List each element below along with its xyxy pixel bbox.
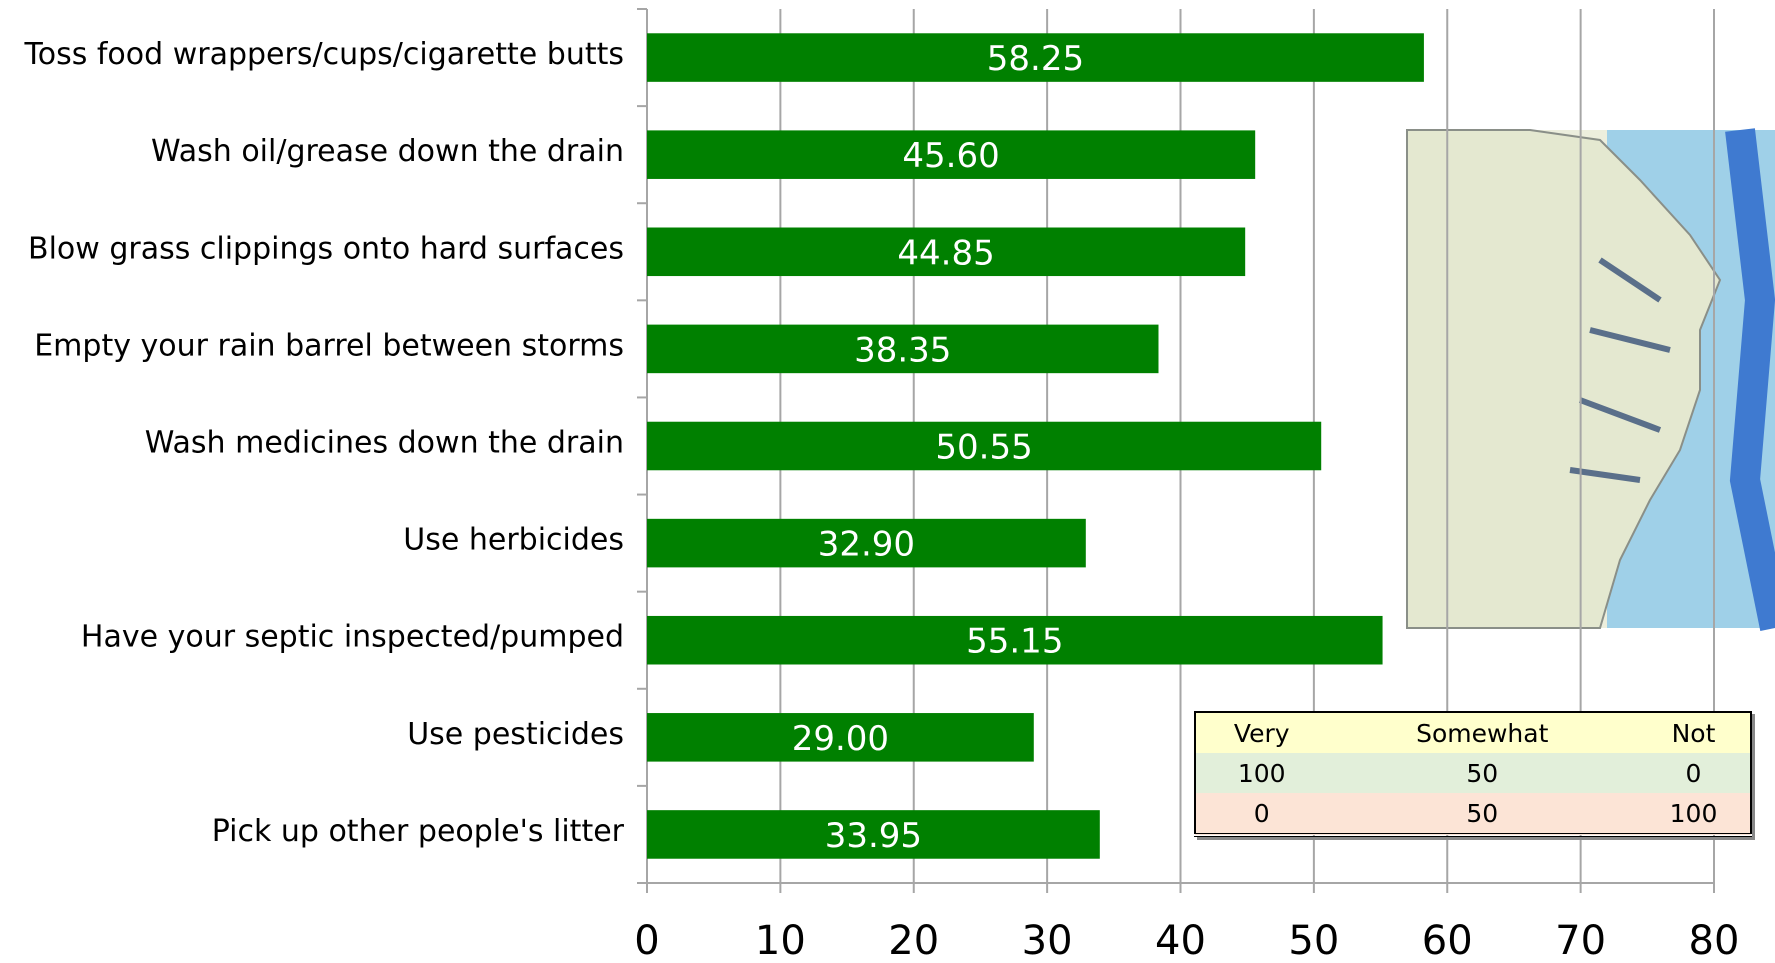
category-label: Pick up other people's litter: [212, 814, 625, 849]
value-label: 50.55: [935, 428, 1032, 468]
table-cell: 0: [1195, 793, 1327, 835]
x-tick-label: 30: [1022, 918, 1073, 963]
x-tick-label: 70: [1555, 918, 1606, 963]
header-cell: Very: [1195, 712, 1327, 753]
x-tick-label: 60: [1422, 918, 1473, 963]
table-header: Very Somewhat Not: [1195, 712, 1751, 753]
value-label: 38.35: [854, 330, 951, 370]
category-label: Blow grass clippings onto hard surfaces: [28, 231, 624, 266]
x-tick-label: 20: [888, 918, 939, 963]
category-label: Toss food wrappers/cups/cigarette butts: [23, 37, 624, 72]
x-tick-label: 50: [1288, 918, 1339, 963]
table-row: 0 50 100: [1195, 793, 1751, 835]
category-label: Wash oil/grease down the drain: [151, 134, 624, 169]
scale-table: Very Somewhat Not 100 50 0 0 50 100: [1194, 711, 1752, 837]
value-label: 44.85: [897, 233, 994, 273]
value-label: 45.60: [902, 136, 999, 176]
table-cell: 50: [1327, 753, 1637, 793]
table-cell: 100: [1637, 793, 1751, 835]
category-label: Use pesticides: [407, 717, 624, 752]
category-label: Have your septic inspected/pumped: [81, 620, 624, 655]
table-cell: 50: [1327, 793, 1637, 835]
x-tick-label: 10: [755, 918, 806, 963]
value-label: 33.95: [825, 816, 922, 856]
header-cell: Not: [1637, 712, 1751, 753]
value-label: 58.25: [987, 39, 1084, 79]
x-tick-label: 80: [1689, 918, 1740, 963]
value-label: 55.15: [966, 622, 1063, 662]
header-cell: Somewhat: [1327, 712, 1637, 753]
page: 0 10 20 30 40 50 60 70 80 Toss food wrappers/cups…: [0, 0, 1775, 963]
map-image: [1407, 130, 1775, 628]
value-label: 32.90: [818, 525, 915, 565]
x-tick-label: 40: [1155, 918, 1206, 963]
category-label: Wash medicines down the drain: [145, 426, 624, 461]
category-label: Use herbicides: [403, 523, 624, 558]
category-label: Empty your rain barrel between storms: [34, 328, 624, 363]
table-row: 100 50 0: [1195, 753, 1751, 793]
table-cell: 100: [1195, 753, 1327, 793]
value-label: 29.00: [792, 719, 889, 759]
table-cell: 0: [1637, 753, 1751, 793]
x-tick-label: 0: [634, 918, 659, 963]
